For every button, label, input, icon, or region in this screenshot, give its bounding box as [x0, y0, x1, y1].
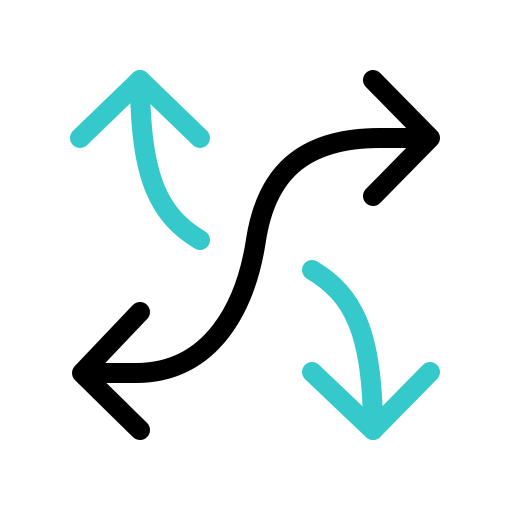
curved-arrow-down-head: [302, 362, 440, 440]
two-way-arrow-head-left: [72, 302, 150, 440]
curved-two-way-arrow-icon: [72, 70, 440, 440]
curved-arrow-down-icon: [302, 260, 440, 440]
two-way-arrow-head-right: [363, 70, 440, 206]
curved-arrow-up-shaft: [130, 70, 210, 250]
curved-arrow-up-head: [70, 70, 210, 148]
two-way-arrow-shaft: [74, 128, 438, 383]
curved-arrow-down-shaft: [302, 260, 383, 440]
curved-arrow-up-icon: [70, 70, 210, 250]
